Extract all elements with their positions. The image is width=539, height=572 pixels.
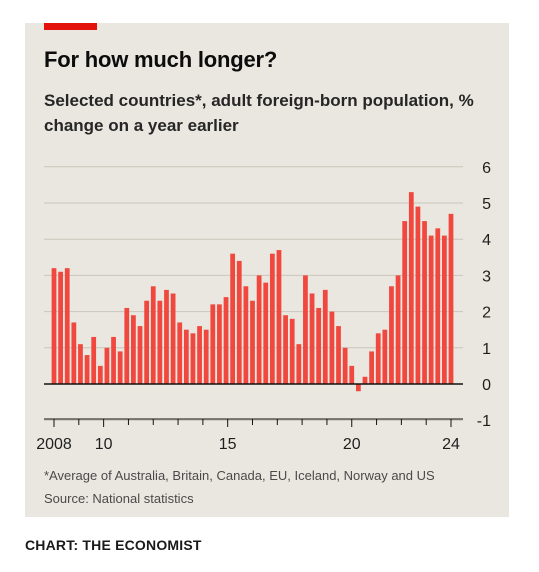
bar <box>164 289 169 384</box>
bar <box>263 282 269 384</box>
bar <box>150 286 156 384</box>
bar <box>342 347 348 384</box>
bar <box>170 293 176 384</box>
bar <box>336 326 341 384</box>
bar <box>243 286 249 384</box>
bar <box>296 344 302 384</box>
x-tick-label: 10 <box>95 436 113 453</box>
bar <box>402 221 408 384</box>
bar <box>382 329 388 384</box>
source-note: Source: National statistics <box>44 491 194 506</box>
bar <box>51 268 57 384</box>
bar <box>236 260 242 384</box>
bar <box>197 326 202 384</box>
bar <box>64 268 70 384</box>
x-axis-labels: 2008 10 15 20 24 <box>36 436 460 453</box>
bar <box>91 336 97 384</box>
y-tick-label: 0 <box>482 377 491 394</box>
bar <box>177 322 183 384</box>
bar <box>329 311 335 384</box>
footnote: *Average of Australia, Britain, Canada, … <box>44 468 435 483</box>
bar <box>389 286 394 384</box>
bar <box>256 275 262 384</box>
bar <box>58 271 63 384</box>
bar <box>250 300 255 384</box>
bar <box>210 304 216 384</box>
bar <box>408 192 414 384</box>
chart-title: For how much longer? <box>44 47 278 72</box>
bar <box>428 235 434 384</box>
chart-credit: CHART: THE ECONOMIST <box>25 537 202 553</box>
y-tick-label: 5 <box>482 196 491 213</box>
bar <box>415 206 421 384</box>
bar <box>355 384 361 392</box>
accent-bar <box>44 23 97 30</box>
bar <box>422 221 427 384</box>
bar <box>316 307 322 384</box>
bar <box>97 365 103 384</box>
bar <box>104 347 110 384</box>
bar <box>309 293 315 384</box>
bar <box>157 300 163 384</box>
bar <box>144 300 150 384</box>
bar <box>117 351 123 384</box>
bar <box>137 326 143 384</box>
y-tick-label: 3 <box>482 268 491 285</box>
bar <box>203 329 209 384</box>
x-tick-label: 24 <box>442 436 460 453</box>
bar <box>442 235 447 384</box>
bar <box>124 307 130 384</box>
bar <box>448 213 454 384</box>
bar <box>369 351 374 384</box>
bar <box>131 315 136 384</box>
bar <box>303 275 308 384</box>
bar <box>111 336 116 384</box>
bar <box>78 344 83 384</box>
y-tick-label: 4 <box>482 232 491 249</box>
x-axis <box>44 383 463 427</box>
bar <box>269 253 275 384</box>
x-tick-label: 20 <box>343 436 361 453</box>
bar-chart: -1 0 1 2 3 4 5 6 2008 10 15 20 24 <box>36 160 491 453</box>
bar <box>362 376 368 384</box>
bar <box>276 250 282 384</box>
bar <box>322 289 328 384</box>
y-tick-label: 6 <box>482 160 491 177</box>
bar <box>183 329 189 384</box>
bar <box>435 228 441 384</box>
chart-subtitle: Selected countries*, adult foreign-born … <box>44 91 474 135</box>
bar <box>71 322 77 384</box>
chart-panel: For how much longer? Selected countries*… <box>25 23 509 517</box>
x-tick-label: 15 <box>219 436 237 453</box>
bars <box>51 192 454 392</box>
y-tick-label: 1 <box>482 341 491 358</box>
x-tick-label: 2008 <box>36 436 72 453</box>
bar <box>395 275 401 384</box>
bar <box>223 297 229 384</box>
bar <box>375 333 381 384</box>
y-axis-labels: -1 0 1 2 3 4 5 6 <box>477 160 491 430</box>
bar <box>217 304 222 384</box>
bar <box>289 318 295 384</box>
bar <box>84 355 90 384</box>
bar <box>230 253 236 384</box>
bar <box>190 333 196 384</box>
y-tick-label: -1 <box>477 413 491 430</box>
y-tick-label: 2 <box>482 305 491 322</box>
bar <box>283 315 288 384</box>
bar <box>349 365 355 384</box>
